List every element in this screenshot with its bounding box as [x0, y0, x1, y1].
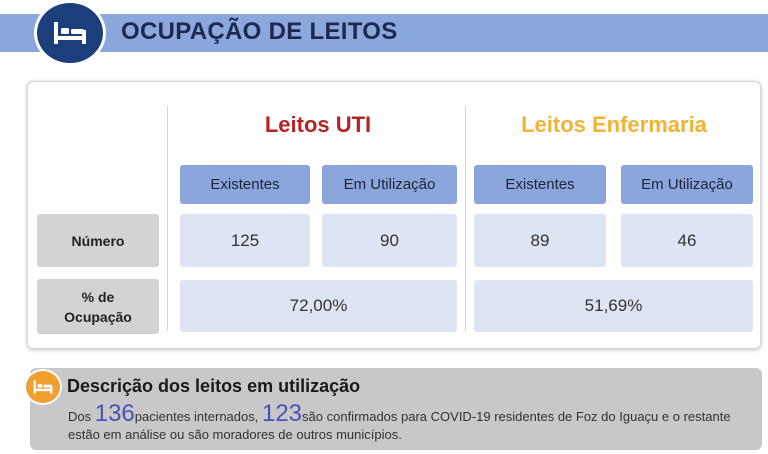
- uti-ocupacao-value: 72,00%: [180, 280, 457, 332]
- uti-em-utilizacao-value: 90: [322, 214, 457, 267]
- uti-existentes-value: 125: [180, 214, 310, 267]
- enfermaria-title: Leitos Enfermaria: [521, 112, 707, 137]
- header-badge: [34, 0, 106, 66]
- enfermaria-em-utilizacao-header: Em Utilização: [621, 165, 753, 204]
- enfermaria-existentes-value: 89: [474, 214, 606, 267]
- enfermaria-existentes-header: Existentes: [474, 165, 606, 204]
- uti-title: Leitos UTI: [264, 112, 372, 137]
- bed-icon: [54, 22, 86, 44]
- description-box: [30, 368, 762, 450]
- column-divider: [465, 106, 466, 331]
- uti-em-utilizacao-header: Em Utilização: [322, 165, 457, 204]
- row-label-numero: Número: [37, 214, 159, 267]
- description-text: Dos 136pacientes internados, 123são conf…: [68, 400, 731, 443]
- enfermaria-ocupacao-value: 51,69%: [474, 280, 753, 332]
- page-title: OCUPAÇÃO DE LEITOS: [121, 18, 398, 45]
- header-bar: [0, 14, 768, 52]
- description-badge: [24, 369, 62, 405]
- uti-existentes-header: Existentes: [180, 165, 310, 204]
- bed-icon: [33, 380, 53, 394]
- confirmados-count: 123: [261, 400, 303, 427]
- row-label-ocupacao: % de Ocupação: [37, 279, 159, 334]
- description-title: Descrição dos leitos em utilização: [67, 376, 361, 396]
- internados-count: 136: [94, 400, 135, 427]
- column-divider: [167, 106, 168, 331]
- enfermaria-em-utilizacao-value: 46: [621, 214, 753, 267]
